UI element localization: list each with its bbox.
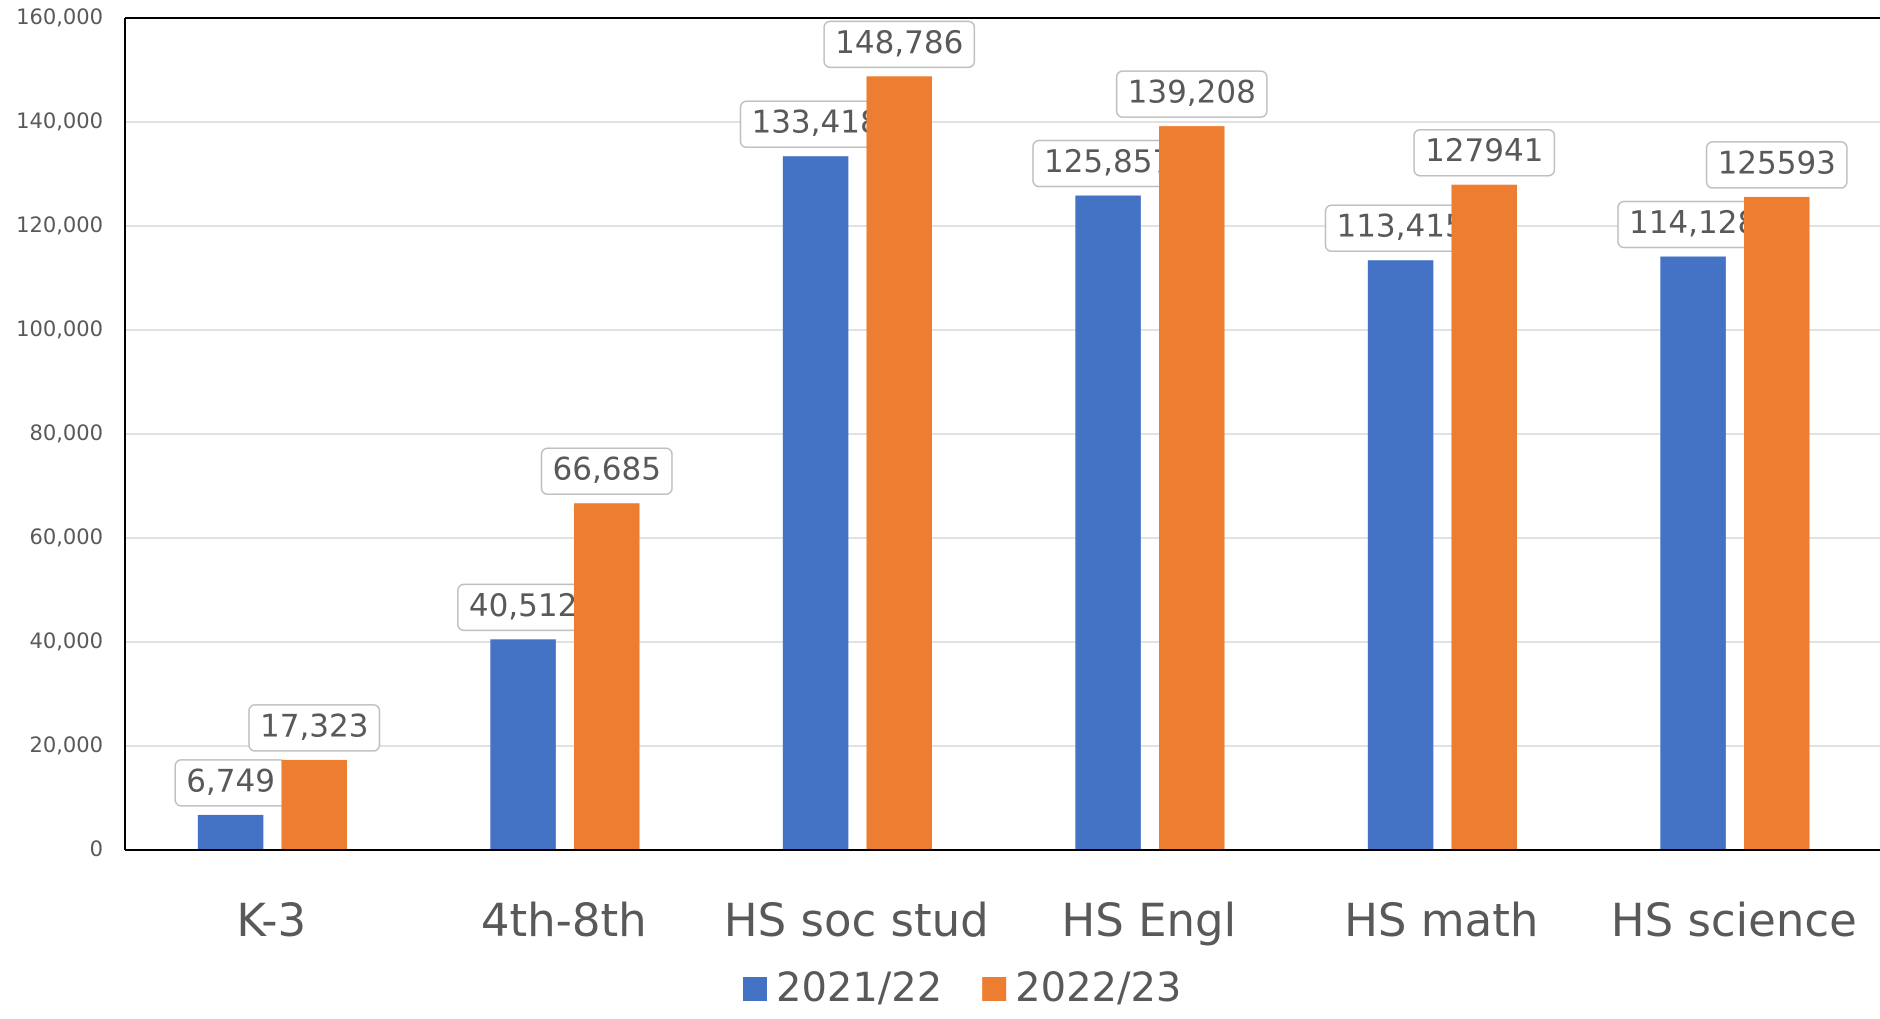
y-tick-label: 120,000 (16, 213, 103, 237)
data-label-box (248, 704, 381, 752)
x-tick-label: HS Engl (1061, 894, 1236, 947)
bar (1158, 126, 1225, 850)
bar (1075, 195, 1141, 851)
data-label: 133,418 (751, 105, 879, 141)
bar (490, 639, 556, 850)
y-tick-label: 20,000 (30, 733, 103, 757)
y-tick-label: 160,000 (16, 5, 103, 29)
data-label: 66,685 (553, 452, 661, 488)
y-tick-label: 0 (90, 837, 103, 861)
data-label: 125,857 (1044, 144, 1172, 180)
bar (1451, 184, 1518, 851)
data-label: 6,749 (186, 763, 275, 799)
y-tick-label: 100,000 (16, 317, 103, 341)
legend-swatch (743, 977, 767, 1001)
data-label: 113,415 (1336, 209, 1464, 245)
data-label: 40,512 (469, 588, 577, 624)
y-tick-label: 140,000 (16, 109, 103, 133)
data-label: 127941 (1425, 133, 1543, 169)
data-label-box (1115, 70, 1268, 118)
data-label: 125593 (1718, 145, 1836, 181)
y-tick-label: 40,000 (30, 629, 103, 653)
x-tick-label: K-3 (236, 894, 306, 947)
bar (197, 814, 264, 850)
x-tick-label: 4th-8th (481, 894, 647, 947)
legend-label: 2022/23 (1015, 965, 1181, 1011)
data-label-box (1413, 128, 1556, 177)
x-tick-label: HS science (1611, 894, 1857, 947)
data-label: 17,323 (260, 708, 368, 744)
y-tick-label: 60,000 (30, 525, 103, 549)
y-tick-label: 80,000 (30, 421, 103, 445)
x-tick-label: HS math (1344, 894, 1538, 947)
bar (1743, 196, 1810, 851)
data-label-box (823, 20, 976, 69)
data-label: 114,128 (1629, 205, 1757, 241)
data-label-box (540, 447, 673, 495)
bar (1367, 260, 1434, 850)
bar (281, 759, 348, 850)
bar (866, 76, 933, 850)
data-label: 139,208 (1128, 75, 1256, 111)
legend-label: 2021/22 (776, 965, 942, 1011)
data-label: 148,786 (835, 25, 963, 61)
data-label-box (1705, 141, 1848, 189)
bar (573, 503, 640, 850)
bar (782, 156, 849, 851)
legend-swatch (982, 977, 1007, 1001)
bar (1660, 256, 1726, 850)
x-tick-label: HS soc stud (724, 894, 989, 947)
